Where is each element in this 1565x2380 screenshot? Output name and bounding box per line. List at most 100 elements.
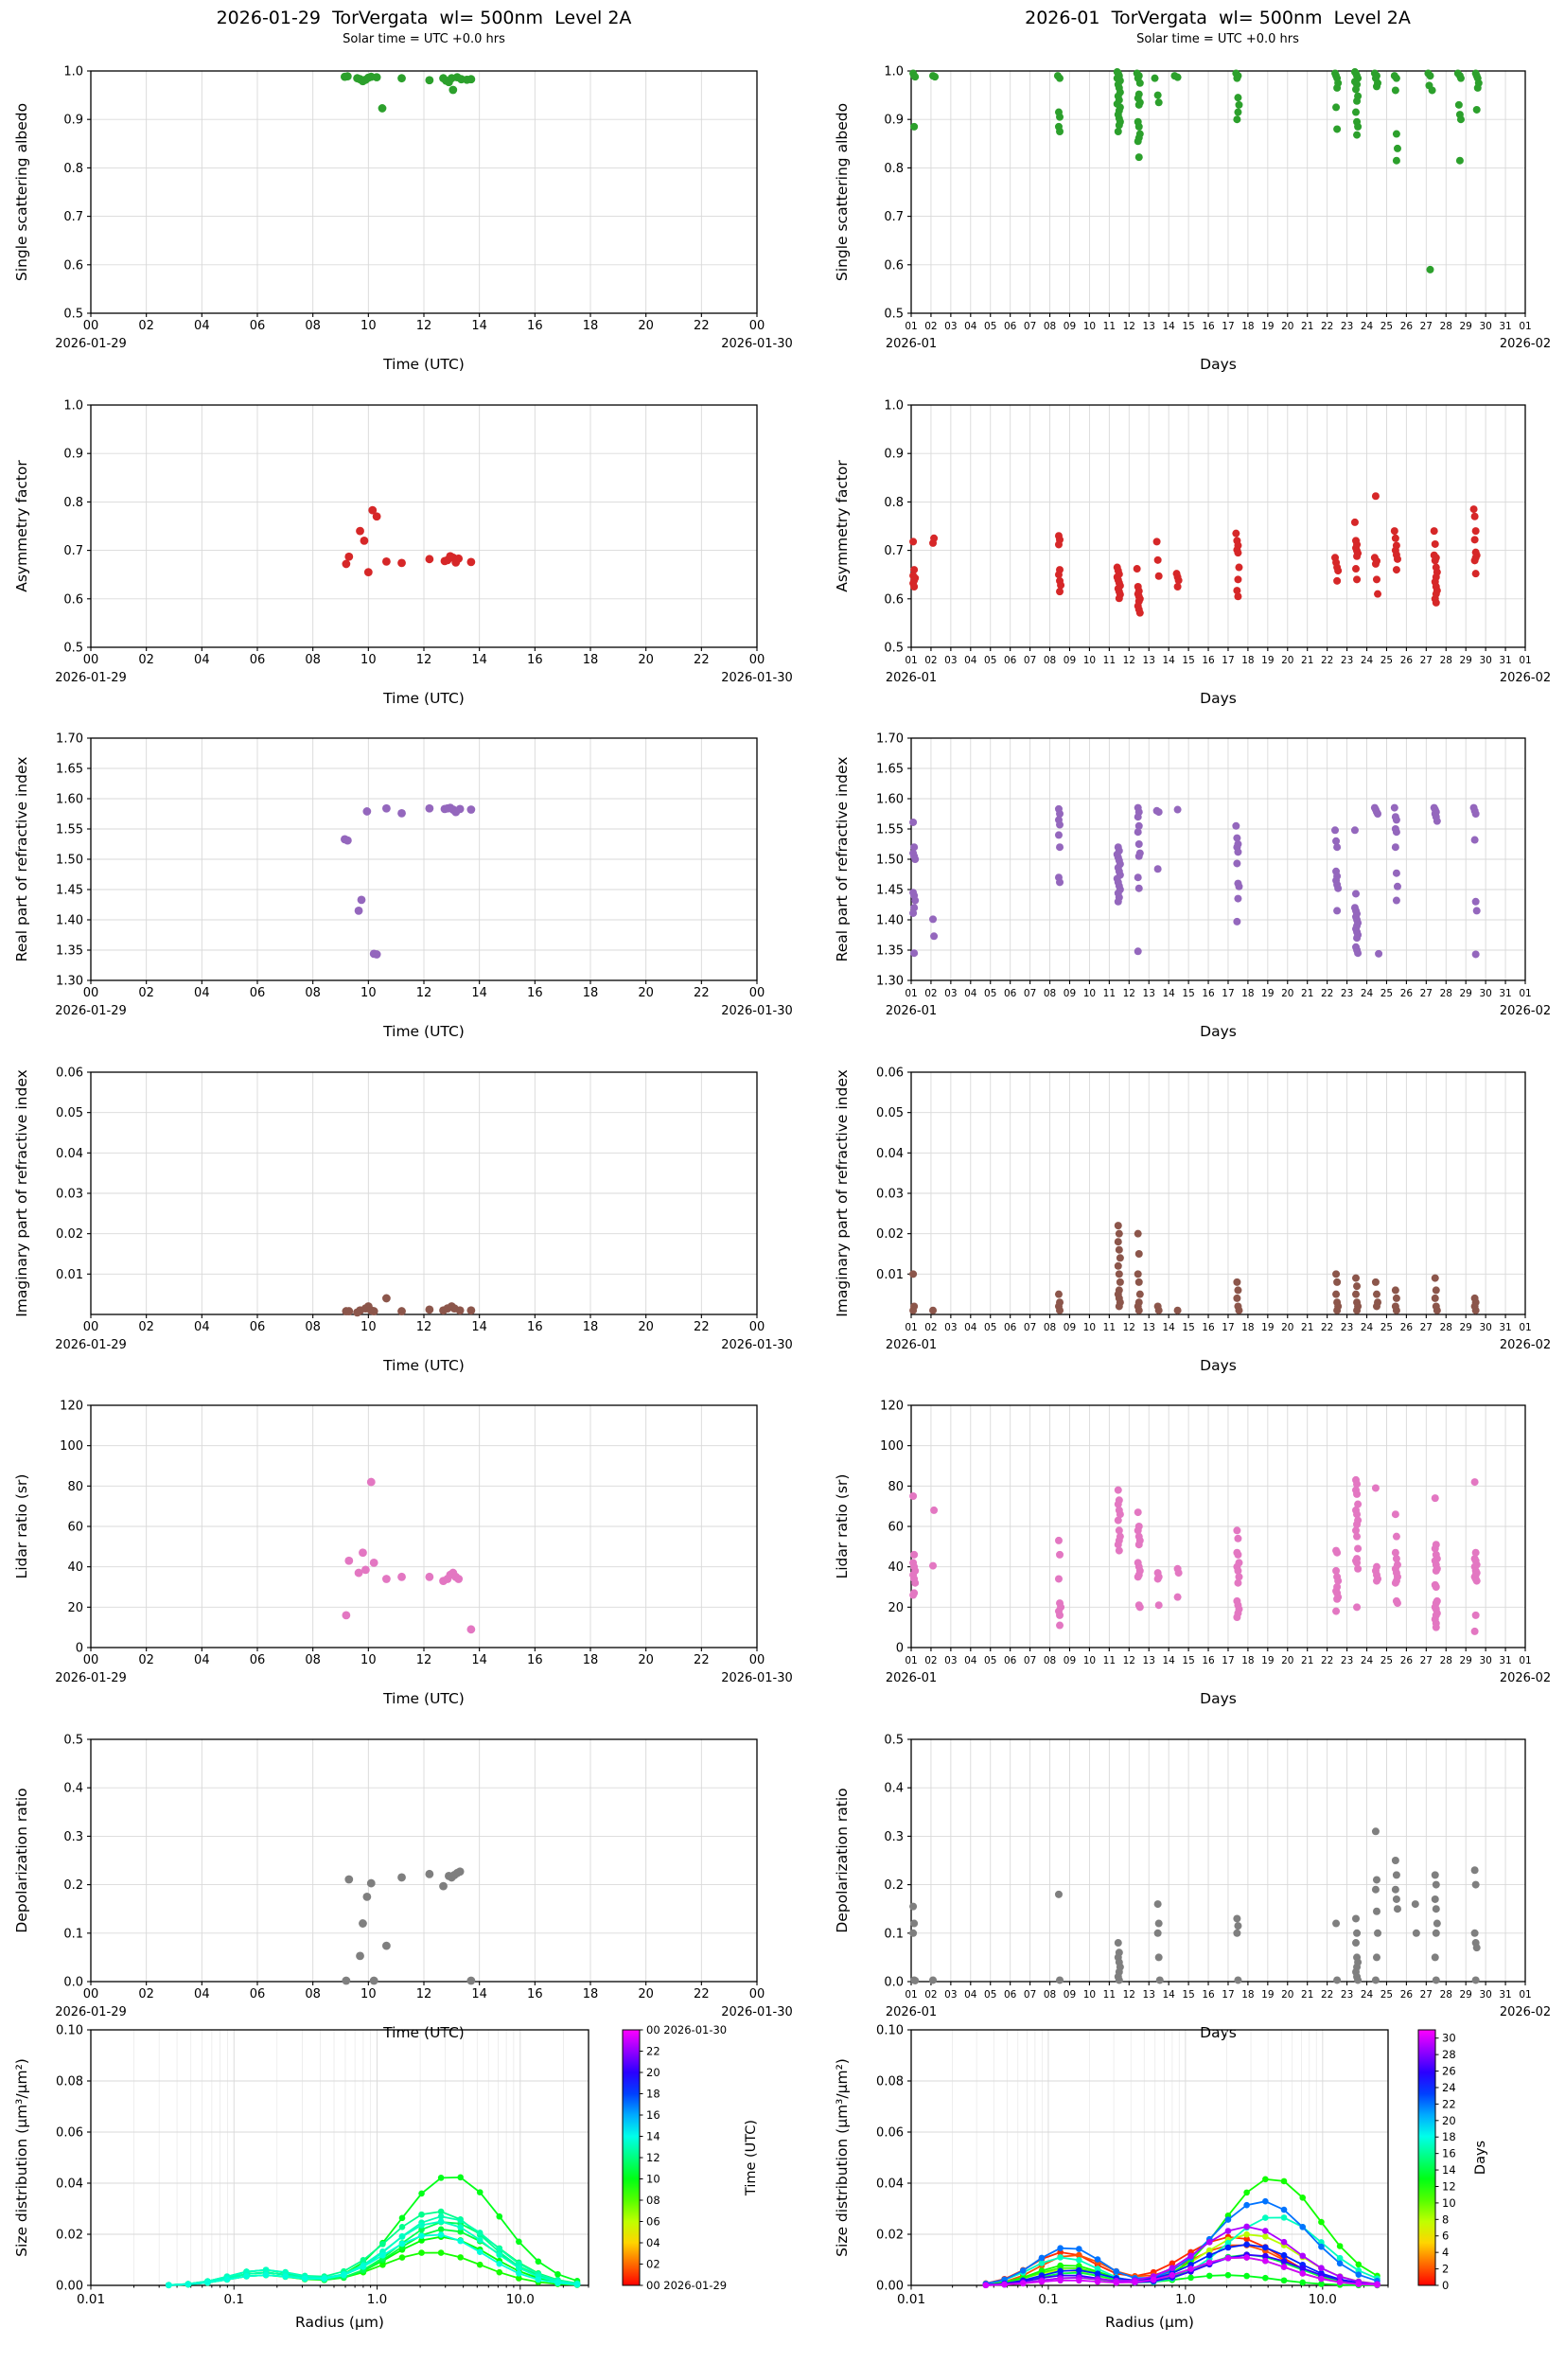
svg-text:19: 19 bbox=[1261, 1322, 1274, 1333]
svg-text:02: 02 bbox=[924, 655, 937, 666]
svg-text:2026-01: 2026-01 bbox=[886, 1338, 937, 1352]
svg-text:0.10: 0.10 bbox=[876, 2024, 904, 2038]
svg-text:16: 16 bbox=[527, 319, 543, 333]
svg-text:2026-02: 2026-02 bbox=[1500, 2005, 1551, 2019]
svg-text:09: 09 bbox=[1064, 1655, 1076, 1666]
svg-text:25: 25 bbox=[1380, 321, 1393, 332]
svg-text:12: 12 bbox=[1442, 2179, 1456, 2193]
svg-text:13: 13 bbox=[1143, 988, 1155, 999]
svg-text:22: 22 bbox=[1321, 1322, 1333, 1333]
svg-text:2026-02: 2026-02 bbox=[1500, 337, 1551, 351]
svg-text:21: 21 bbox=[1301, 988, 1313, 999]
svg-text:20: 20 bbox=[638, 1320, 654, 1334]
svg-text:0.04: 0.04 bbox=[876, 2177, 904, 2192]
svg-text:04: 04 bbox=[964, 655, 977, 666]
svg-text:18: 18 bbox=[583, 1987, 599, 2001]
svg-text:0.9: 0.9 bbox=[884, 448, 904, 462]
svg-text:22: 22 bbox=[694, 1653, 710, 1667]
svg-text:0.9: 0.9 bbox=[63, 448, 83, 462]
svg-text:08: 08 bbox=[305, 653, 321, 667]
chart-size-distribution-monthly: 0.01 0.1 1.0 10.0 0.00 0.02 0.04 0.06 0.08 0.10 Ra… bbox=[782, 2001, 1565, 2380]
svg-text:04: 04 bbox=[194, 1987, 210, 2001]
svg-text:20: 20 bbox=[1281, 1655, 1293, 1666]
svg-text:22: 22 bbox=[1321, 988, 1333, 999]
svg-text:14: 14 bbox=[1442, 2163, 1456, 2177]
svg-text:06: 06 bbox=[1004, 1655, 1017, 1666]
svg-text:18: 18 bbox=[646, 2088, 660, 2101]
svg-text:20: 20 bbox=[1281, 988, 1293, 999]
svg-text:0.0: 0.0 bbox=[63, 1976, 83, 1990]
svg-text:14: 14 bbox=[1162, 1989, 1175, 2001]
svg-text:22: 22 bbox=[694, 986, 710, 1000]
svg-text:Asymmetry factor: Asymmetry factor bbox=[13, 460, 30, 592]
svg-text:02: 02 bbox=[924, 1322, 937, 1333]
svg-text:2026-01: 2026-01 bbox=[886, 1004, 937, 1018]
svg-text:0.02: 0.02 bbox=[876, 2229, 904, 2243]
svg-text:Time (UTC): Time (UTC) bbox=[744, 2120, 759, 2196]
svg-text:0.1: 0.1 bbox=[1038, 2292, 1058, 2307]
svg-text:07: 07 bbox=[1024, 1322, 1036, 1333]
svg-text:22: 22 bbox=[694, 1320, 710, 1334]
svg-text:10: 10 bbox=[1083, 1322, 1096, 1333]
svg-text:20: 20 bbox=[1281, 1322, 1293, 1333]
svg-text:Days: Days bbox=[1200, 1357, 1237, 1374]
svg-text:14: 14 bbox=[1162, 1322, 1175, 1333]
svg-text:26: 26 bbox=[1400, 1989, 1414, 2001]
svg-text:27: 27 bbox=[1420, 1655, 1433, 1666]
svg-text:0.7: 0.7 bbox=[884, 210, 904, 224]
svg-text:06: 06 bbox=[250, 319, 266, 333]
svg-text:0.2: 0.2 bbox=[884, 1878, 904, 1893]
svg-text:Time (UTC): Time (UTC) bbox=[382, 1357, 465, 1374]
svg-text:03: 03 bbox=[944, 321, 957, 332]
svg-text:20: 20 bbox=[638, 653, 654, 667]
svg-text:60: 60 bbox=[888, 1521, 904, 1535]
svg-text:0.5: 0.5 bbox=[884, 1734, 904, 1748]
svg-text:13: 13 bbox=[1143, 655, 1155, 666]
svg-text:31: 31 bbox=[1499, 321, 1511, 332]
svg-text:Days: Days bbox=[1473, 2141, 1488, 2175]
svg-text:0.1: 0.1 bbox=[884, 1927, 904, 1941]
svg-text:24: 24 bbox=[1361, 988, 1374, 999]
svg-text:13: 13 bbox=[1143, 321, 1155, 332]
svg-text:01: 01 bbox=[905, 1989, 917, 2001]
svg-text:01: 01 bbox=[905, 655, 917, 666]
svg-text:0.06: 0.06 bbox=[876, 1067, 904, 1081]
svg-text:0.00: 0.00 bbox=[876, 2280, 904, 2294]
svg-text:26: 26 bbox=[1400, 655, 1414, 666]
svg-text:20: 20 bbox=[638, 319, 654, 333]
svg-text:00: 00 bbox=[83, 1320, 99, 1334]
svg-text:22: 22 bbox=[1321, 655, 1333, 666]
svg-text:18: 18 bbox=[1241, 655, 1254, 666]
svg-text:06: 06 bbox=[646, 2215, 660, 2229]
svg-text:21: 21 bbox=[1301, 1655, 1313, 1666]
svg-text:01: 01 bbox=[1519, 655, 1531, 666]
svg-text:Asymmetry factor: Asymmetry factor bbox=[834, 460, 851, 592]
svg-text:30: 30 bbox=[1479, 321, 1491, 332]
svg-text:1.0: 1.0 bbox=[367, 2292, 387, 2307]
svg-text:0.01: 0.01 bbox=[897, 2292, 925, 2307]
svg-text:0: 0 bbox=[76, 1642, 83, 1656]
svg-text:31: 31 bbox=[1499, 1655, 1511, 1666]
svg-text:Days: Days bbox=[1200, 356, 1237, 373]
svg-text:08: 08 bbox=[305, 1653, 321, 1667]
svg-text:00: 00 bbox=[749, 319, 765, 333]
svg-text:05: 05 bbox=[984, 1655, 996, 1666]
svg-text:0.6: 0.6 bbox=[63, 258, 83, 273]
svg-text:2026-01-30: 2026-01-30 bbox=[721, 1671, 793, 1685]
svg-text:06: 06 bbox=[250, 1320, 266, 1334]
svg-text:08: 08 bbox=[305, 1987, 321, 2001]
svg-text:0.06: 0.06 bbox=[56, 1067, 83, 1081]
svg-text:2026-01-29: 2026-01-29 bbox=[55, 2005, 127, 2019]
svg-text:0.03: 0.03 bbox=[56, 1188, 83, 1202]
svg-text:2026-01-30: 2026-01-30 bbox=[721, 1004, 793, 1018]
svg-text:22: 22 bbox=[694, 1987, 710, 2001]
svg-text:26: 26 bbox=[1442, 2065, 1456, 2078]
svg-text:00: 00 bbox=[83, 1987, 99, 2001]
svg-text:27: 27 bbox=[1420, 1322, 1433, 1333]
svg-text:12: 12 bbox=[1123, 1322, 1135, 1333]
svg-text:0.02: 0.02 bbox=[56, 1227, 83, 1242]
svg-text:22: 22 bbox=[694, 319, 710, 333]
svg-text:08: 08 bbox=[1044, 655, 1056, 666]
svg-text:16: 16 bbox=[1202, 1322, 1215, 1333]
chart-depolarization-ratio-monthly: 01 02 03 04 05 06 07 08 09 10 11 12 13 14 15 16 17 18 19 20… bbox=[782, 1668, 1565, 2047]
